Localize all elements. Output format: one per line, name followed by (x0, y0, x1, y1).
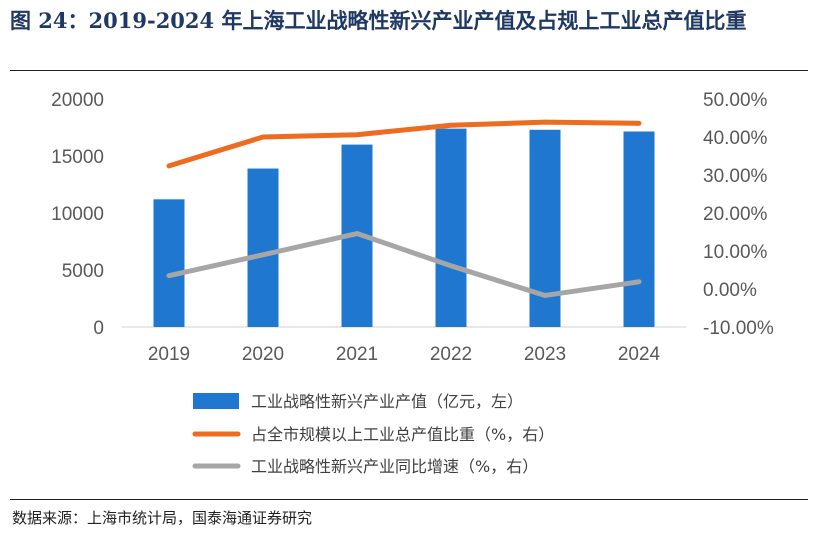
bottom-rule (10, 499, 808, 500)
line-series-growth (166, 231, 642, 298)
legend-label: 工业战略性新兴产业产值（亿元，左） (251, 392, 523, 411)
x-axis-labels: 2019 2020 2021 2022 2023 2024 (148, 344, 661, 365)
bar-2020 (247, 168, 279, 327)
bar-2024 (623, 131, 655, 327)
right-axis: -10.00% 0.00% 10.00% 20.00% 30.00% 40.00% 50.0… (703, 90, 774, 339)
x-tick-2022: 2022 (430, 344, 472, 365)
legend-label: 工业战略性新兴产业同比增速（%，右） (251, 457, 538, 476)
right-axis-tick: 20.00% (703, 204, 768, 225)
legend-label: 占全市规模以上工业总产值比重（%，右） (251, 425, 554, 444)
left-axis-tick: 10000 (51, 204, 104, 225)
line-series-share (166, 119, 642, 169)
right-axis-tick: 30.00% (703, 166, 768, 187)
right-axis-tick: 50.00% (703, 90, 768, 111)
bar-2022 (435, 128, 467, 327)
x-tick-2020: 2020 (242, 344, 284, 365)
right-axis-tick: 40.00% (703, 128, 768, 149)
left-axis: 0 5000 10000 15000 20000 (51, 90, 104, 339)
right-axis-tick: -10.00% (703, 318, 774, 339)
left-axis-tick: 0 (93, 318, 104, 339)
x-tick-2021: 2021 (336, 344, 378, 365)
legend-swatch-bar (193, 393, 239, 409)
source-note: 数据来源：上海市统计局，国泰海通证券研究 (12, 509, 313, 527)
left-axis-tick: 20000 (51, 90, 104, 111)
bar-2019 (153, 199, 185, 327)
right-axis-tick: 10.00% (703, 242, 768, 263)
left-axis-tick: 15000 (51, 147, 104, 168)
x-tick-2019: 2019 (148, 344, 190, 365)
x-tick-2023: 2023 (524, 344, 566, 365)
bar-series (153, 128, 655, 327)
figure-title: 图 24：2019-2024 年上海工业战略性新兴产业产值及占规上工业总产值比重 (10, 8, 747, 33)
line-series (166, 119, 642, 298)
left-axis-tick: 5000 (62, 261, 104, 282)
legend: 工业战略性新兴产业产值（亿元，左） 占全市规模以上工业总产值比重（%，右） 工业战略… (192, 392, 554, 476)
right-axis-tick: 0.00% (703, 280, 757, 301)
top-rule (10, 70, 808, 71)
x-tick-2024: 2024 (618, 344, 661, 365)
